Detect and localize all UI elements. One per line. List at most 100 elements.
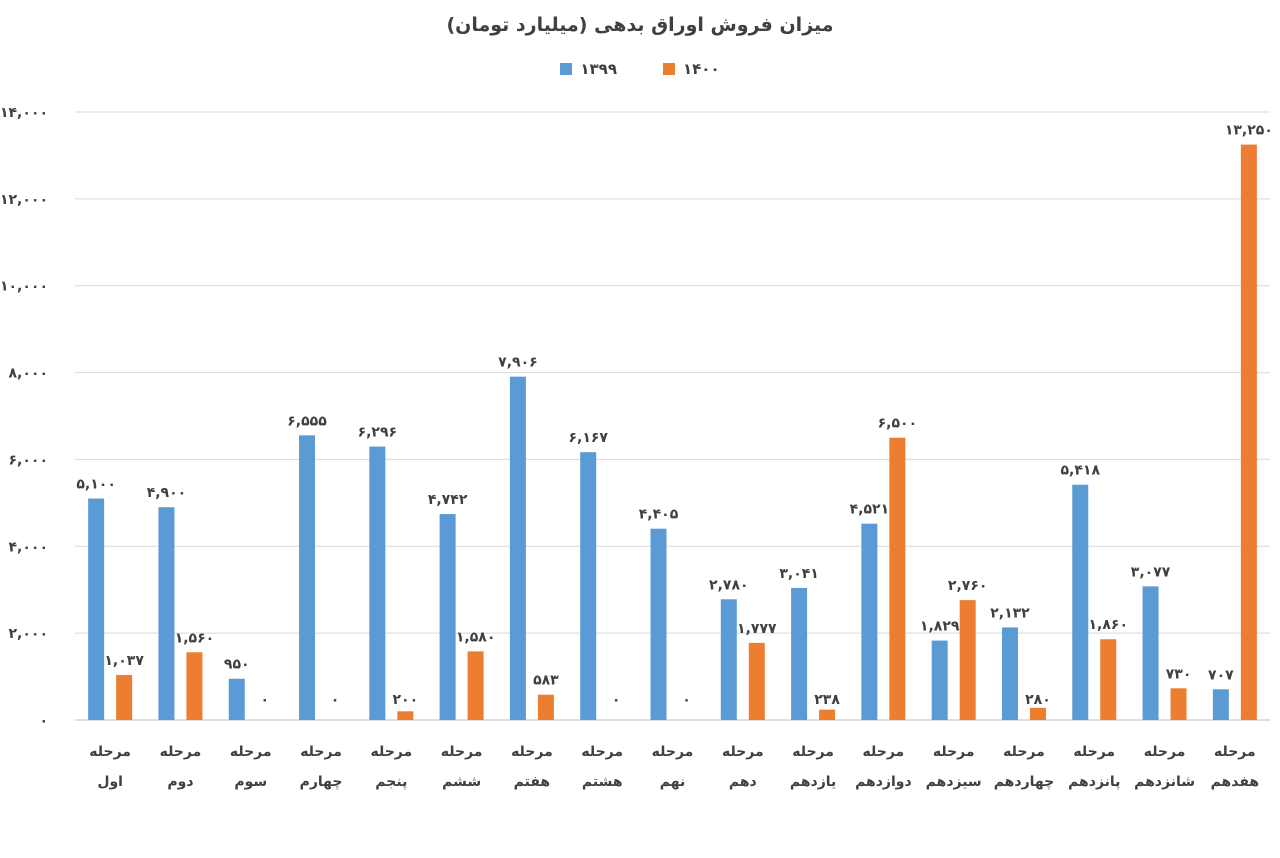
legend: ۱۳۹۹ ۱۴۰۰: [0, 60, 1280, 78]
data-label-1400-3: ۰: [260, 692, 269, 708]
category-label-6: ششم: [442, 774, 481, 790]
data-label-1400-2: ۱,۵۶۰: [175, 630, 215, 646]
bar-1399-5: [369, 446, 386, 720]
data-label-1400-14: ۲۸۰: [1025, 692, 1051, 708]
data-label-1400-10: ۱,۷۷۷: [737, 621, 777, 637]
data-label-1399-7: ۷,۹۰۶: [498, 355, 538, 371]
category-label-9: مرحله: [652, 744, 694, 760]
bar-1399-13: [931, 640, 948, 720]
category-label-10: دهم: [729, 774, 757, 790]
data-label-1399-10: ۲,۷۸۰: [709, 577, 749, 593]
category-label-8: مرحله: [581, 744, 623, 760]
legend-item-1400: ۱۴۰۰: [663, 60, 720, 78]
category-label-1: مرحله: [89, 744, 131, 760]
data-label-1400-6: ۱,۵۸۰: [456, 629, 496, 645]
y-tick-label: ۲,۰۰۰: [9, 626, 49, 642]
bar-1399-16: [1142, 586, 1159, 720]
data-label-1399-4: ۶,۵۵۵: [287, 413, 327, 429]
bar-1400-17: [1240, 144, 1257, 721]
bar-1399-3: [228, 678, 245, 720]
data-label-1399-5: ۶,۲۹۶: [358, 425, 398, 441]
legend-label-1400: ۱۴۰۰: [683, 60, 720, 78]
data-label-1400-12: ۶,۵۰۰: [878, 416, 918, 432]
data-label-1399-11: ۳,۰۴۱: [779, 566, 819, 582]
category-label-11: مرحله: [792, 744, 834, 760]
data-label-1399-8: ۶,۱۶۷: [568, 430, 608, 446]
category-label-16: شانزدهم: [1134, 774, 1195, 790]
data-label-1400-9: ۰: [682, 692, 691, 708]
category-label-12: مرحله: [863, 744, 905, 760]
category-label-2: مرحله: [160, 744, 202, 760]
bar-1400-11: [819, 709, 836, 720]
y-axis-ticks: ۰ ۲,۰۰۰ ۴,۰۰۰ ۶,۰۰۰ ۸,۰۰۰ ۱۰,۰۰۰ ۱۲,۰۰۰ ۱۴,۰۰۰: [0, 105, 48, 729]
category-labels: مرحله اول مرحله دوم مرحله سوم مرحله چهارم مرحله پ…: [89, 744, 1259, 790]
category-label-8: هشتم: [582, 774, 623, 790]
bar-1399-6: [439, 514, 456, 720]
bar-1399-4: [299, 435, 316, 720]
category-label-5: پنجم: [375, 774, 407, 790]
bar-1399-2: [158, 507, 175, 720]
bar-1399-17: [1212, 689, 1229, 720]
category-label-7: هفتم: [514, 774, 550, 790]
data-label-1400-13: ۲,۷۶۰: [948, 578, 988, 594]
bar-1399-14: [1001, 627, 1018, 720]
bar-1399-12: [861, 523, 878, 720]
bar-1400-7: [537, 694, 554, 720]
data-label-1399-6: ۴,۷۴۲: [428, 492, 468, 508]
data-labels: ۵,۱۰۰ ۱,۰۳۷ ۴,۹۰۰ ۱,۵۶۰ ۹۵۰ ۰ ۶,۵۵۵ ۰ ۶,۲۹۶ ۲۰۰ ۴,…: [76, 123, 1272, 708]
category-label-15: مرحله: [1073, 744, 1115, 760]
category-label-3: سوم: [234, 774, 267, 790]
bar-1400-13: [959, 600, 976, 720]
data-label-1399-2: ۴,۹۰۰: [147, 485, 187, 501]
grid-lines: [75, 111, 1270, 721]
category-label-16: مرحله: [1144, 744, 1186, 760]
bars: [88, 144, 1257, 721]
data-label-1400-16: ۷۳۰: [1166, 666, 1192, 682]
data-label-1399-1: ۵,۱۰۰: [76, 477, 116, 493]
y-tick-label: ۸,۰۰۰: [9, 366, 49, 382]
bar-1400-1: [116, 674, 133, 720]
data-label-1399-9: ۴,۴۰۵: [639, 507, 679, 523]
category-label-10: مرحله: [722, 744, 764, 760]
bar-1400-6: [467, 651, 484, 720]
y-tick-label: ۱۰,۰۰۰: [0, 279, 48, 295]
category-label-4: مرحله: [300, 744, 342, 760]
category-label-9: نهم: [660, 774, 685, 790]
category-label-4: چهارم: [300, 774, 343, 790]
category-label-5: مرحله: [370, 744, 412, 760]
data-label-1400-1: ۱,۰۳۷: [104, 653, 144, 669]
category-label-2: دوم: [167, 774, 193, 790]
data-label-1399-16: ۳,۰۷۷: [1131, 564, 1171, 580]
bar-1400-2: [186, 652, 203, 720]
bar-1399-1: [88, 498, 105, 720]
bar-1399-10: [720, 599, 737, 720]
chart-title: میزان فروش اوراق بدهی (میلیارد تومان): [446, 14, 834, 36]
bar-1400-14: [1029, 707, 1046, 720]
data-label-1399-15: ۵,۴۱۸: [1061, 463, 1101, 479]
data-label-1400-15: ۱,۸۶۰: [1089, 617, 1129, 633]
category-label-12: دوازدهم: [855, 774, 912, 790]
legend-swatch-1399: [560, 63, 573, 75]
category-label-6: مرحله: [441, 744, 483, 760]
data-label-1399-13: ۱,۸۲۹: [920, 619, 960, 635]
category-label-14: چهاردهم: [994, 774, 1055, 790]
legend-item-1399: ۱۳۹۹: [560, 60, 617, 78]
legend-swatch-1400: [663, 63, 675, 75]
category-label-11: یازدهم: [790, 774, 836, 790]
data-label-1400-5: ۲۰۰: [393, 692, 419, 708]
data-label-1400-4: ۰: [331, 692, 340, 708]
bar-1400-15: [1100, 639, 1117, 720]
data-label-1400-8: ۰: [612, 692, 621, 708]
category-label-14: مرحله: [1003, 744, 1045, 760]
bar-1400-12: [889, 437, 906, 720]
data-label-1399-14: ۲,۱۳۲: [990, 605, 1030, 621]
y-tick-label: ۱۴,۰۰۰: [0, 105, 48, 121]
bar-1400-5: [397, 711, 414, 720]
bar-1399-11: [791, 587, 808, 720]
bar-1400-10: [748, 642, 765, 720]
category-label-7: مرحله: [511, 744, 553, 760]
data-label-1399-12: ۴,۵۲۱: [850, 502, 890, 518]
y-tick-label: ۶,۰۰۰: [9, 452, 49, 468]
category-label-17: هفدهم: [1211, 774, 1260, 790]
